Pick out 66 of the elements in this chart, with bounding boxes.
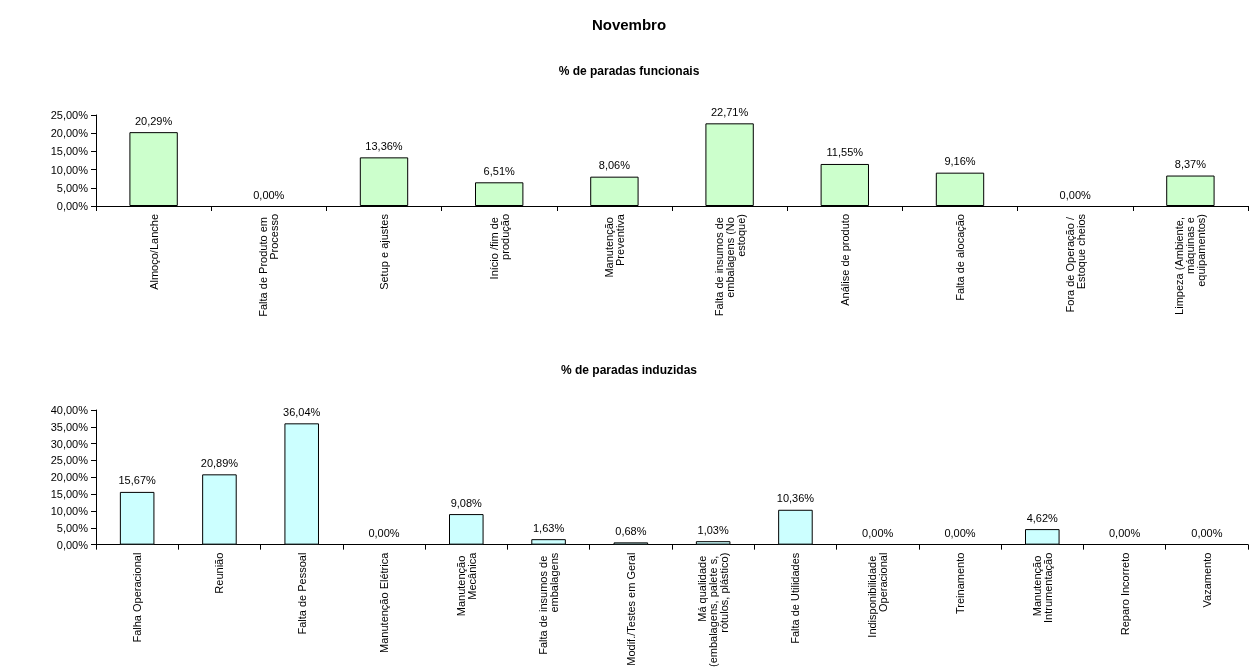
y-tick-label: 30,00% [50, 437, 89, 450]
data-label: 0,00% [862, 527, 894, 540]
y-tick-label: 15,00% [50, 488, 89, 501]
y-tick-label: 25,00% [50, 454, 89, 467]
y-tick-label: 5,00% [56, 181, 89, 194]
chart-title: Novembro [591, 16, 667, 33]
y-tick-label: 20,00% [50, 471, 89, 484]
data-label: 9,08% [450, 496, 483, 509]
data-label: 0,00% [1191, 527, 1223, 540]
x-tick-label: Falta de Produto em Processo [257, 214, 281, 317]
x-tick-label: Setup e ajustes [378, 213, 390, 290]
x-tick-label: Almoço/Lanche [147, 214, 160, 290]
data-label: 0,00% [944, 527, 976, 540]
x-tick-label: Indisponibilidade Operacional [866, 552, 890, 638]
x-tick-label: Limpeza (Ambiente, máquinas e equipamentos) [1173, 214, 1208, 315]
y-tick-label: 40,00% [50, 404, 89, 416]
chart-title: % de paradas induzidas [560, 363, 698, 377]
y-tick-label: 25,00% [50, 109, 89, 121]
y-tick-label: 5,00% [56, 521, 89, 534]
x-tick-label: Reparo Incorreto [1118, 552, 1131, 636]
data-label: 1,63% [532, 521, 565, 534]
y-tick-label: 0,00% [56, 538, 89, 551]
y-tick-label: 10,00% [50, 163, 89, 176]
x-tick-label: Falta de insumos de embalagens [537, 552, 561, 655]
data-label: 0,00% [1059, 188, 1092, 201]
data-label: 0,00% [368, 527, 400, 540]
x-tick-label: Falta de Pessoal [295, 552, 308, 635]
data-label: 0,00% [253, 188, 285, 201]
x-tick-label: Treinamento [954, 552, 966, 614]
x-tick-label: Vazamento [1200, 552, 1213, 608]
y-tick-label: 35,00% [50, 420, 89, 433]
data-label: 9,16% [944, 155, 976, 168]
x-tick-label: Análise de produto [838, 214, 851, 306]
data-label: 36,04% [283, 405, 321, 418]
x-tick-label: Fora de Operação / Estoque cheios [1063, 213, 1087, 313]
y-tick-label: 20,00% [50, 127, 89, 140]
data-label: 8,06% [598, 159, 631, 172]
chart-subtitle: % de paradas funcionais [558, 64, 700, 78]
y-tick-label: 0,00% [56, 200, 89, 212]
data-label: 1,03% [697, 523, 729, 536]
data-label: 10,36% [776, 492, 815, 505]
data-label: 13,36% [365, 139, 403, 152]
x-tick-label: Falta de alocação [954, 214, 966, 301]
x-tick-label: Modif./Testes em Geral [624, 552, 637, 666]
x-tick-label: Má qualidade (embalagens, palete s, rótulos, plástico) [696, 552, 731, 668]
y-tick-label: 10,00% [50, 504, 89, 517]
x-tick-label: Manutenção Preventiva [602, 213, 626, 278]
data-label: 0,68% [615, 524, 647, 537]
x-tick-label: Reunião [213, 552, 226, 594]
data-label: 22,71% [710, 105, 749, 118]
x-tick-label: Falta de Utilidades [789, 552, 802, 644]
data-label: 8,37% [1174, 158, 1207, 171]
x-tick-label: Início /fim de produção [487, 214, 511, 280]
x-tick-label: Manutenção Intrumentação [1030, 552, 1054, 623]
data-label: 20,29% [134, 114, 173, 127]
x-tick-label: Manutenção Elétrica [378, 551, 390, 653]
data-label: 11,55% [826, 146, 864, 159]
data-label: 0,00% [1108, 527, 1141, 540]
data-label: 6,51% [483, 164, 516, 177]
data-label: 4,62% [1026, 511, 1059, 524]
x-tick-label: Manutenção Mecânica [454, 551, 478, 617]
y-tick-label: 15,00% [50, 145, 89, 158]
x-tick-label: Falha Operacional [131, 552, 144, 643]
data-label: 15,67% [118, 474, 157, 487]
x-tick-label: Falta de insumos de embalagens (No estoque) [712, 214, 747, 317]
data-label: 20,89% [200, 456, 239, 469]
